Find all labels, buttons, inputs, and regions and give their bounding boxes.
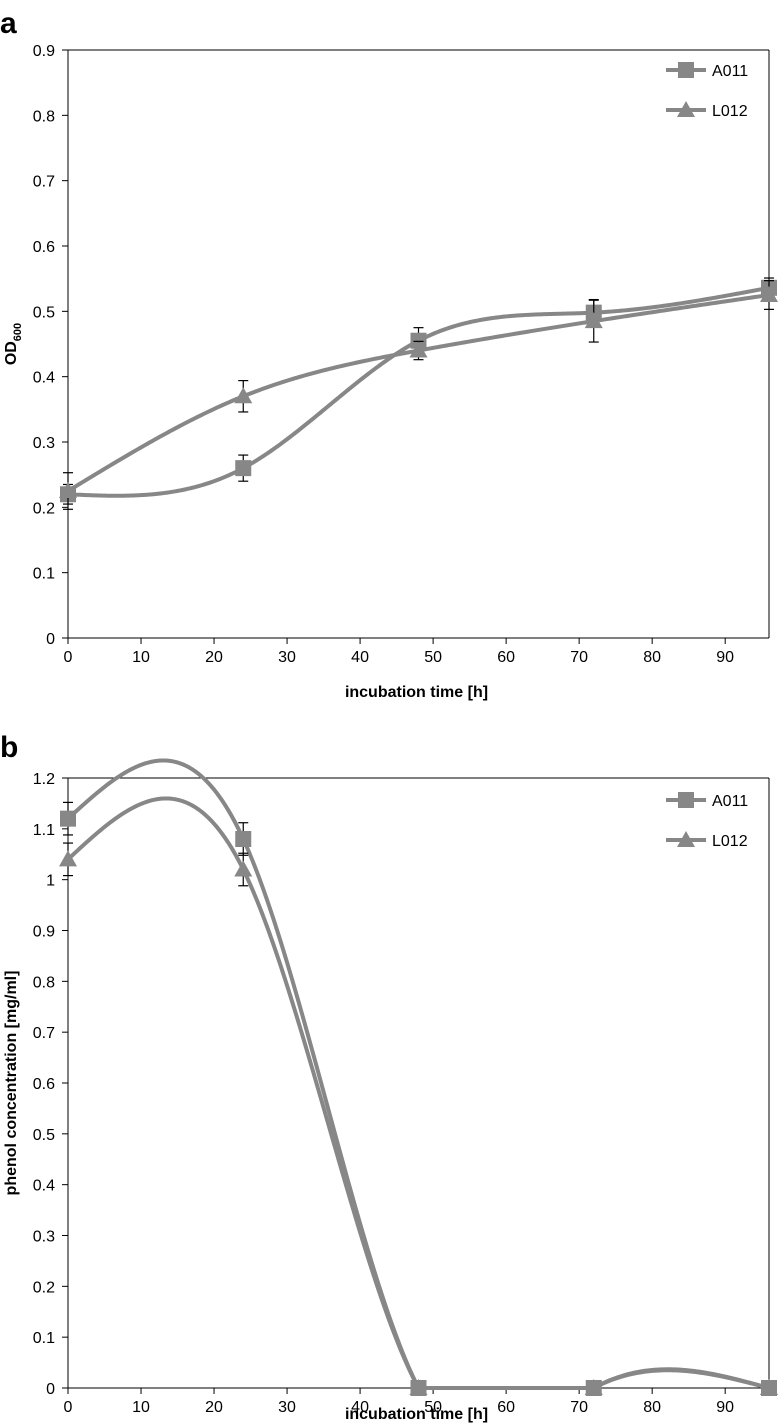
data-point [409, 341, 428, 358]
x-tick-label: 30 [278, 1399, 296, 1416]
data-point [235, 831, 252, 847]
legend-marker [678, 792, 694, 808]
y-tick-label: 0.8 [33, 974, 55, 991]
y-tick-label: 1.1 [33, 822, 55, 839]
x-axis-title: incubation time [h] [345, 684, 488, 701]
legend-label: A011 [712, 793, 748, 810]
y-tick-label: 0.6 [33, 1076, 55, 1093]
data-point [760, 286, 778, 302]
data-point [410, 332, 427, 349]
series-line [67, 285, 770, 498]
series-line [66, 758, 770, 1390]
x-tick-label: 50 [424, 1399, 442, 1416]
data-point [409, 1379, 428, 1395]
y-tick-label: 0.7 [33, 174, 55, 191]
y-tick-label: 0.3 [33, 1229, 55, 1246]
data-point [584, 312, 603, 329]
series-line [66, 796, 770, 1390]
x-axis-title: incubation time [h] [345, 1406, 488, 1423]
panel-letter: b [0, 731, 18, 764]
x-tick-label: 0 [64, 649, 73, 666]
x-tick-label: 70 [570, 649, 588, 666]
y-tick-label: 0.5 [33, 1127, 55, 1144]
x-tick-label: 40 [351, 1399, 369, 1416]
legend-marker [677, 101, 695, 117]
series-A011: A011 [60, 758, 777, 1396]
y-tick-label: 1.2 [33, 771, 55, 788]
legend-marker [677, 831, 695, 847]
x-tick-label: 90 [716, 1399, 734, 1416]
data-point [234, 387, 253, 404]
x-tick-label: 50 [424, 649, 442, 666]
legend-label: A011 [712, 63, 748, 80]
x-tick-label: 20 [205, 1399, 223, 1416]
series-L012: L012 [59, 796, 778, 1395]
y-tick-label: 0.7 [33, 1025, 55, 1042]
y-tick-label: 0.1 [33, 1330, 55, 1347]
x-tick-label: 10 [132, 649, 150, 666]
data-point [584, 1379, 603, 1395]
chart-panel-a: a 0 0.1 0.2 0.3 0.4 0.5 0.6 0.7 0.8 0.9 0 10 20 30 40 50… [0, 7, 778, 701]
data-point [59, 850, 77, 867]
y-tick-label: 1 [46, 873, 55, 890]
x-tick-label: 0 [64, 1399, 73, 1416]
y-axis-title-subscript: 600 [12, 323, 24, 341]
x-tick-label: 90 [716, 649, 734, 666]
y-tick-label: 0.9 [33, 924, 55, 941]
legend-marker [678, 62, 694, 78]
data-point [235, 460, 252, 477]
y-tick-label: 0.9 [33, 43, 55, 60]
legend-label: L012 [712, 833, 748, 850]
x-tick-label: 10 [132, 1399, 150, 1416]
series-line [66, 293, 770, 493]
y-tick-label: 0.3 [33, 435, 55, 452]
y-tick-label: 0.4 [33, 1178, 55, 1195]
chart-panel-b: b 0 0.1 0.2 0.3 0.4 0.5 0.6 0.7 0.8 0.9 1 1.1 1.2 0 10 2… [0, 731, 778, 1423]
y-tick-label: 0.8 [33, 108, 55, 125]
y-tick-label: 0.2 [33, 500, 55, 517]
y-tick-label: 0 [46, 631, 55, 648]
y-tick-label: 0.6 [33, 239, 55, 256]
panel-letter: a [0, 7, 17, 40]
series-L012: L012 [59, 101, 778, 510]
x-tick-label: 60 [497, 649, 515, 666]
data-point [760, 1379, 778, 1395]
y-tick-label: 0.5 [33, 304, 55, 321]
x-tick-label: 30 [278, 649, 296, 666]
x-tick-label: 70 [570, 1399, 588, 1416]
x-tick-label: 40 [351, 649, 369, 666]
data-point [60, 810, 76, 827]
data-point [59, 482, 77, 498]
x-tick-label: 80 [643, 1399, 661, 1416]
y-tick-label: 0 [46, 1381, 55, 1398]
legend-label: L012 [712, 103, 748, 120]
y-axis-title: phenol concentration [mg/ml] [3, 971, 20, 1196]
y-tick-label: 0.4 [33, 370, 55, 387]
x-tick-label: 80 [643, 649, 661, 666]
series-A011: A011 [60, 62, 777, 505]
y-tick-label: 0.1 [33, 566, 55, 583]
data-point [234, 860, 253, 877]
y-axis-title: OD600 [3, 323, 24, 365]
y-tick-label: 0.2 [33, 1279, 55, 1296]
x-tick-label: 60 [497, 1399, 515, 1416]
x-tick-label: 20 [205, 649, 223, 666]
